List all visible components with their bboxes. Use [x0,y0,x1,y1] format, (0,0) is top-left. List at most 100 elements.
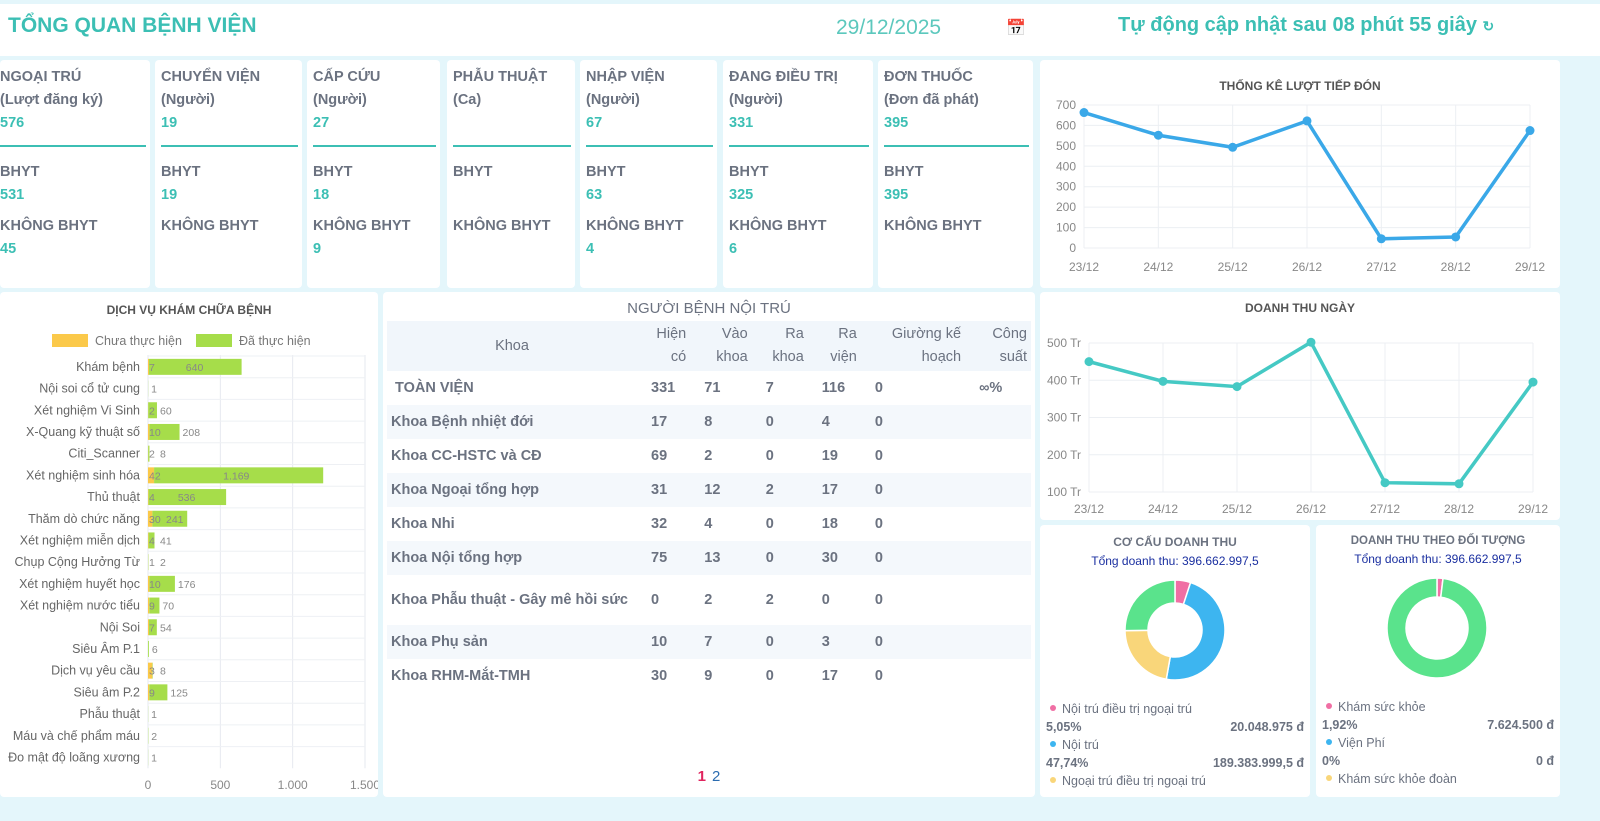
data-point[interactable] [1232,382,1242,392]
table-row[interactable]: Khoa Ngoại tổng hợp 31 12 2 17 0 [387,473,1031,507]
bar-segment[interactable] [148,510,153,527]
bhyt-label: BHYT [453,164,493,180]
table-cell: 32 [651,515,668,532]
bhyt-value [453,184,571,207]
table-row[interactable]: Khoa RHM-Mắt-TMH 30 9 0 17 0 [387,659,1031,693]
bar-segment[interactable] [154,467,324,484]
bar-segment[interactable] [148,467,155,484]
donut-slice[interactable] [1124,629,1172,681]
data-point[interactable] [1302,116,1312,126]
data-point[interactable] [1306,337,1316,347]
bar-data-label: 2 [149,449,155,461]
y-tick-label: 700 [1056,98,1076,112]
page-2-link[interactable]: 2 [712,768,721,785]
column-header: Giường kế hoạch [860,321,966,371]
data-point[interactable] [1380,478,1390,488]
y-tick-label: 200 [1056,200,1076,214]
data-point[interactable] [1084,357,1094,367]
bar-segment[interactable] [149,575,175,592]
bar-segment[interactable] [148,402,157,419]
department-name: Khoa Ngoại tổng hợp [387,473,637,507]
department-name: Khoa Bệnh nhiệt đới [387,405,637,439]
bar-data-label: 1.169 [223,470,249,482]
donut-slice[interactable] [1386,577,1488,679]
bar-segment[interactable] [148,684,150,701]
table-cell: 0 [751,541,808,575]
kpi-title: NGOẠI TRÚ [0,69,82,85]
table-cell: ∞% [979,379,1003,396]
bar-segment[interactable] [148,489,227,506]
bar-data-label: 640 [186,362,204,374]
bar-segment[interactable] [149,597,160,614]
kpi-card: ĐƠN THUỐC (Đơn đã phát) 395 BHYT 395 KHÔNG BH… [878,60,1033,288]
non-bhyt-label: KHÔNG BHYT [453,218,551,234]
bar-segment[interactable] [148,640,149,657]
legend-dot [1050,777,1056,783]
table-row[interactable]: TOÀN VIỆN 331 71 7 116 0 ∞% [387,371,1031,405]
table-cell: 69 [651,447,668,464]
x-tick-label: 24/12 [1143,260,1173,274]
bar-segment[interactable] [148,358,150,375]
kpi-title: CẤP CỨU [313,69,381,85]
bar-data-label: 6 [152,644,158,656]
bar-segment[interactable] [148,532,155,549]
bar-segment[interactable] [148,423,150,440]
legend-dot [1326,703,1332,709]
data-point[interactable] [1454,479,1464,489]
legend-item[interactable]: Viện Phí [1316,732,1560,754]
date-picker-input[interactable]: 29/12/2025 [836,16,942,39]
bhyt-label: BHYT [729,164,769,180]
page-1-link[interactable]: 1 [697,768,706,785]
data-point[interactable] [1376,234,1386,244]
bar-segment[interactable] [148,532,149,549]
table-row[interactable]: Khoa Phụ sản 10 7 0 3 0 [387,625,1031,659]
non-bhyt-value [884,238,1029,261]
bar-segment[interactable] [148,619,150,636]
inpatient-panel: NGƯỜI BỆNH NỘI TRÚ Khoa Hiện có Vào khoa Ra… [383,292,1035,797]
legend-swatch [52,334,88,347]
refresh-icon[interactable]: ↻ [1482,18,1495,34]
bar-segment[interactable] [149,619,157,636]
legend-label: Ngoại trú điều trị ngoại trú [1062,774,1206,788]
table-cell: 18 [821,515,838,532]
legend-label[interactable]: Đã thực hiện [239,334,311,348]
bar-segment[interactable] [149,423,180,440]
bar-segment[interactable] [148,597,150,614]
bar-segment[interactable] [152,510,188,527]
donut-slice[interactable] [1124,579,1176,632]
y-tick-label: 500 [1056,139,1076,153]
table-row[interactable]: Khoa Nhi 32 4 0 18 0 [387,507,1031,541]
donut-slice[interactable] [1165,581,1226,681]
table-row[interactable]: Khoa CC-HSTC và CĐ 69 2 0 19 0 [387,439,1031,473]
legend-item[interactable]: Nội trú điều trị ngoại trú [1040,698,1310,720]
data-point[interactable] [1525,126,1535,136]
legend-item[interactable]: Ngoại trú điều trị ngoại trú [1040,770,1310,792]
legend-item[interactable]: Nội trú [1040,734,1310,756]
data-point[interactable] [1228,142,1238,152]
data-point[interactable] [1158,376,1168,386]
bar-segment[interactable] [148,445,150,462]
bar-segment[interactable] [148,575,150,592]
bar-segment[interactable] [148,489,149,506]
table-row[interactable]: Khoa Phẫu thuật - Gây mê hồi sức 0 2 2 0 0 [387,575,1031,625]
column-header: Khoa [387,321,637,371]
bar-segment[interactable] [149,684,168,701]
data-point[interactable] [1528,377,1538,387]
table-row[interactable]: Khoa Nội tổng hợp 75 13 0 30 0 [387,541,1031,575]
kpi-divider [586,145,713,147]
bar-segment[interactable] [149,358,242,375]
data-point[interactable] [1451,232,1461,242]
table-row[interactable]: Khoa Bệnh nhiệt đới 17 8 0 4 0 [387,405,1031,439]
legend-item[interactable]: Khám sức khỏe đoàn [1316,768,1560,790]
legend-label[interactable]: Chưa thực hiện [95,334,182,348]
calendar-icon[interactable]: 📅 [1006,20,1026,37]
data-point[interactable] [1079,108,1089,118]
legend-item[interactable]: Khám sức khỏe [1316,696,1560,718]
bar-data-label: 7 [149,622,155,634]
department-name: Khoa Nhi [391,515,455,532]
table-cell: 0 [874,379,883,396]
table-cell: 13 [690,541,752,575]
data-point[interactable] [1153,130,1163,140]
bar-segment[interactable] [148,662,153,679]
